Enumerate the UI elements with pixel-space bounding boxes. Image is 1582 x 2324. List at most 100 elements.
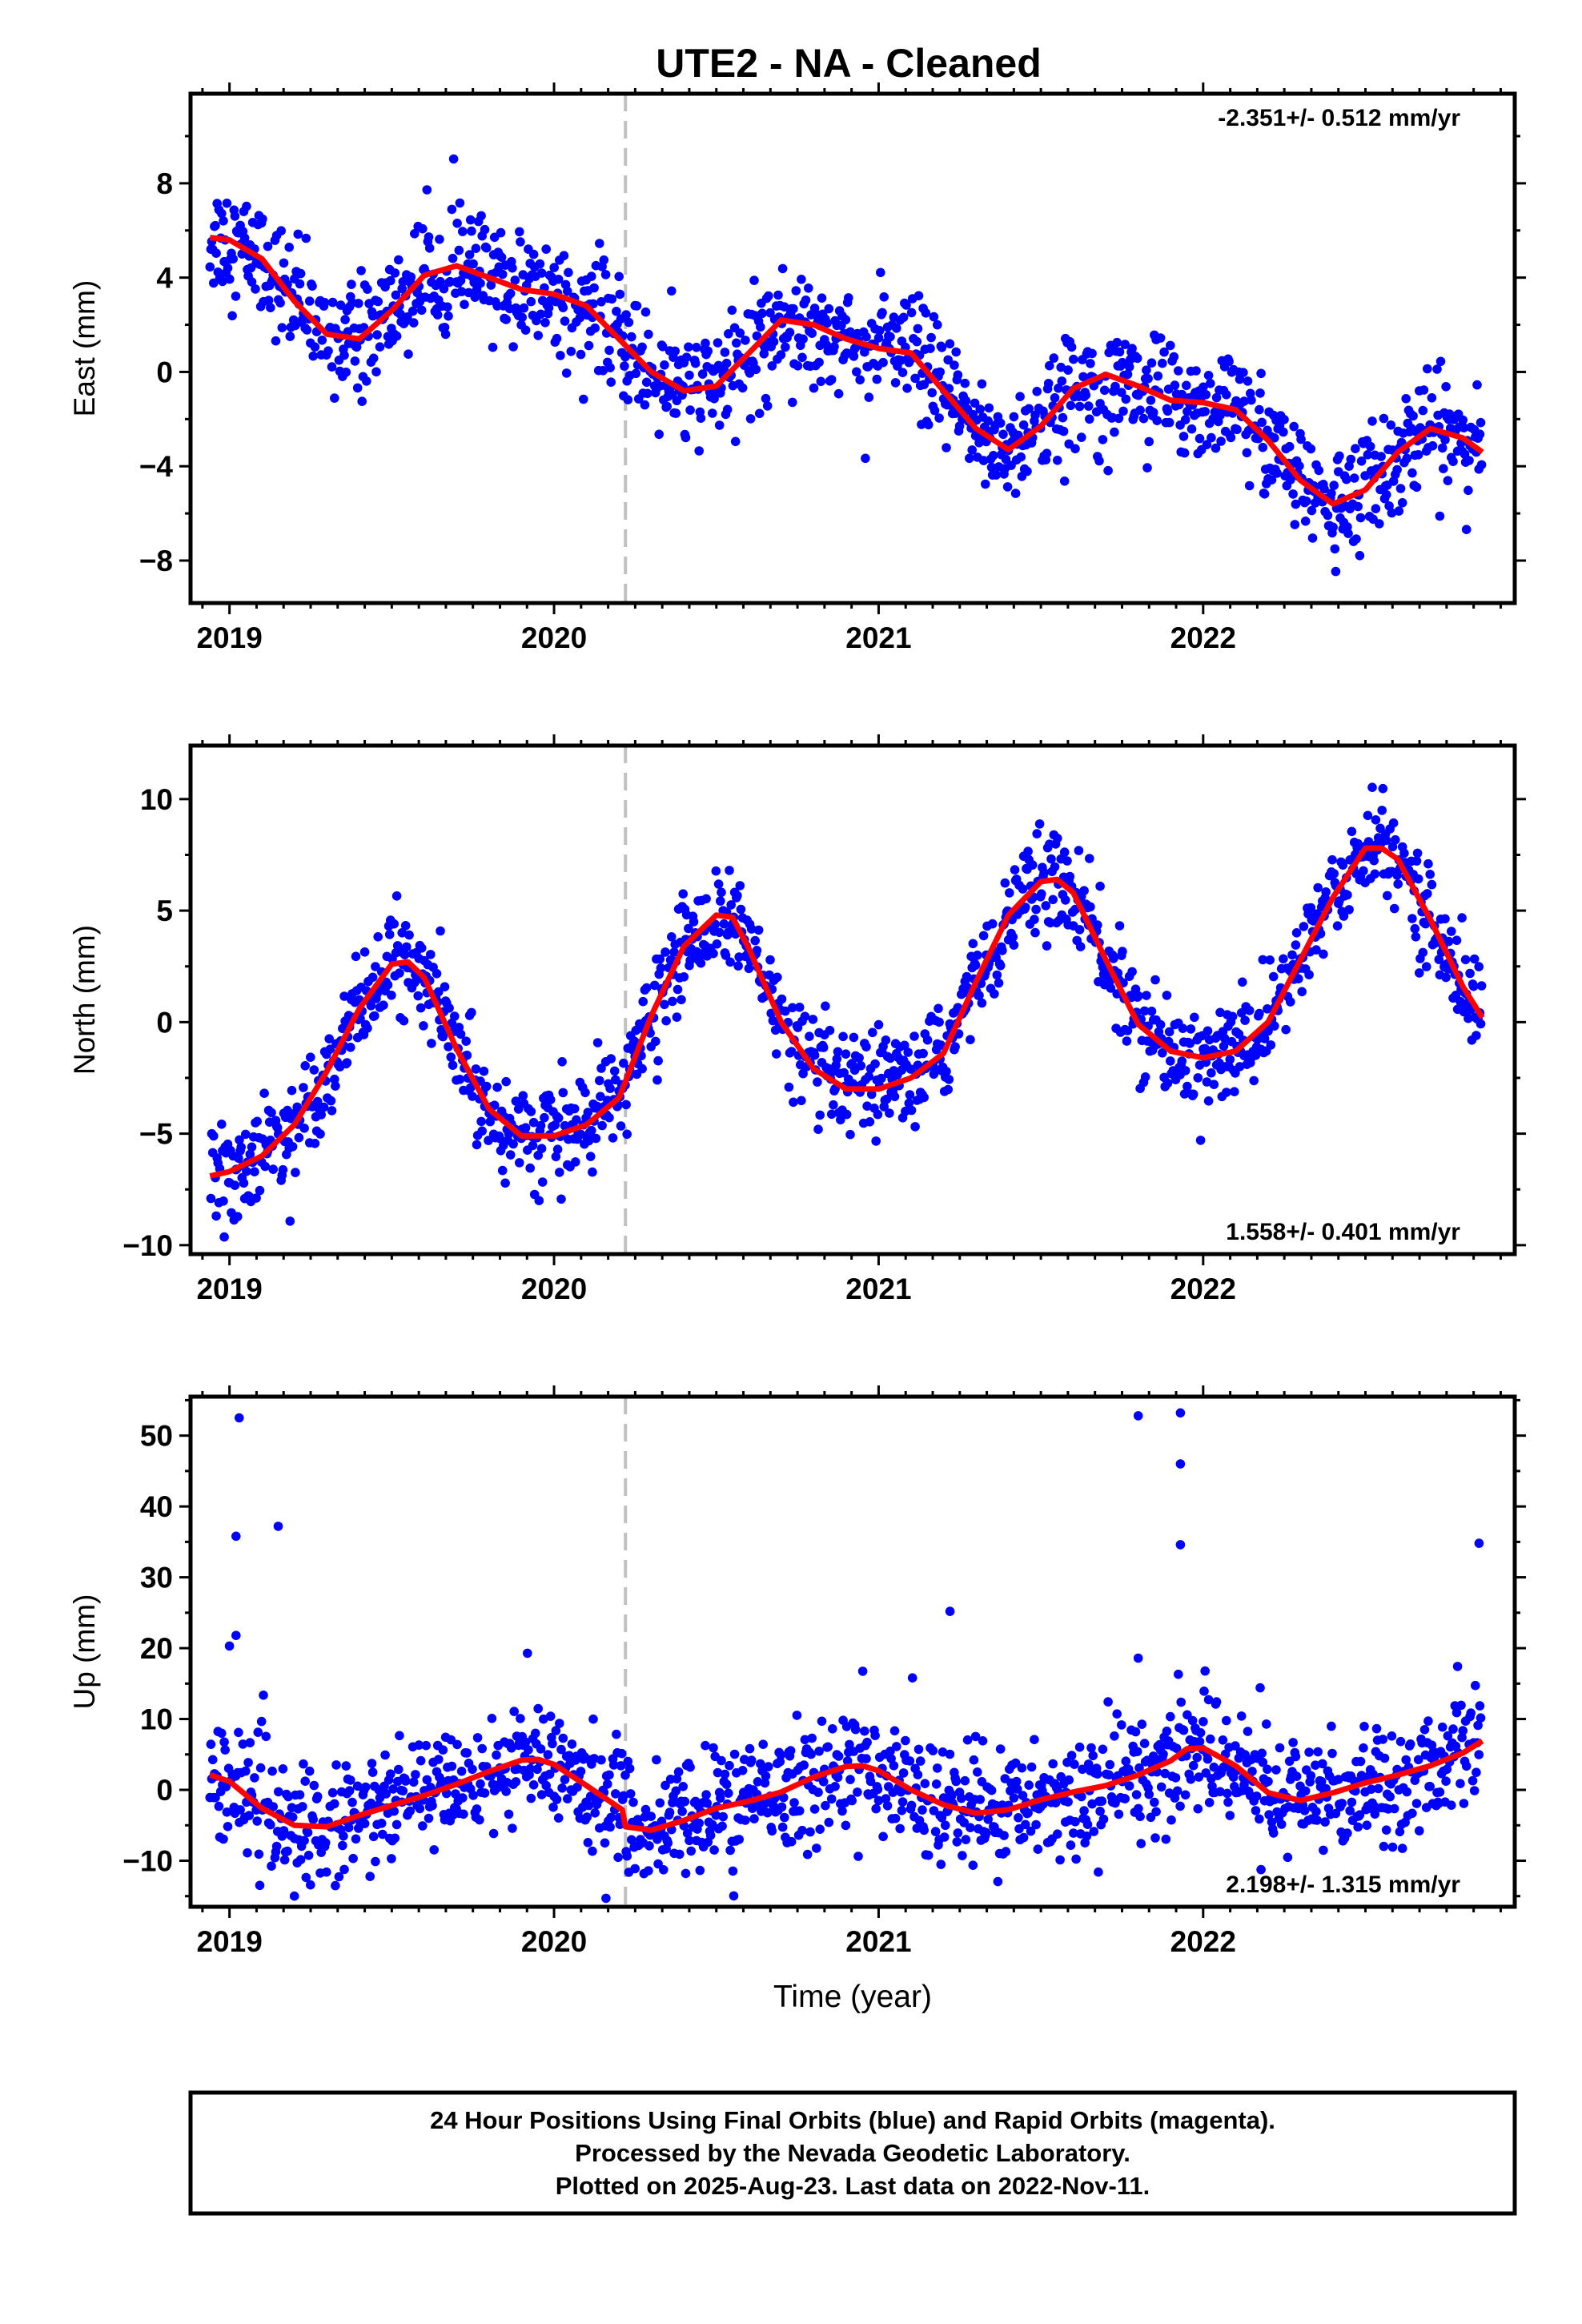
data-point	[854, 1053, 864, 1063]
data-point	[1419, 1725, 1430, 1735]
data-point	[551, 1726, 561, 1735]
data-point	[1284, 441, 1295, 452]
data-point	[1148, 1751, 1158, 1761]
data-point	[461, 1036, 471, 1046]
data-point	[1139, 1006, 1150, 1016]
data-point	[605, 363, 615, 372]
data-point	[797, 1096, 806, 1106]
data-point	[516, 237, 525, 247]
data-point	[1331, 566, 1341, 577]
data-point	[1018, 884, 1028, 894]
data-point	[465, 1083, 476, 1093]
data-point	[1425, 1782, 1435, 1791]
data-point	[765, 955, 775, 965]
data-point	[1270, 433, 1279, 443]
data-point	[904, 1098, 914, 1108]
data-point	[1287, 950, 1297, 960]
outlier-point	[224, 1641, 235, 1651]
data-point	[1434, 955, 1444, 964]
data-point	[730, 436, 741, 447]
x-tick-label: 2022	[1170, 1273, 1236, 1305]
data-point	[861, 332, 871, 342]
data-point	[589, 1754, 599, 1763]
data-point	[1307, 505, 1317, 516]
data-point	[1175, 1801, 1185, 1811]
data-point	[1304, 970, 1314, 979]
data-point	[1410, 923, 1420, 934]
data-point	[1203, 1754, 1213, 1764]
data-point	[878, 1831, 888, 1842]
data-point	[1023, 1808, 1033, 1818]
data-point	[511, 1777, 521, 1787]
data-point	[1247, 1767, 1257, 1776]
data-point	[507, 1743, 516, 1753]
data-point	[275, 298, 285, 308]
data-point	[1342, 474, 1351, 485]
data-point	[1330, 544, 1340, 554]
data-point	[1343, 529, 1353, 538]
x-axis-label: Time (year)	[773, 1980, 932, 2014]
data-point	[686, 1846, 696, 1856]
data-point	[1172, 1786, 1182, 1796]
data-point	[909, 1031, 919, 1041]
data-point	[1355, 551, 1365, 561]
data-point	[872, 374, 882, 384]
data-point	[299, 1835, 309, 1846]
data-point	[798, 334, 808, 344]
data-point	[444, 1042, 453, 1051]
data-point	[933, 320, 942, 330]
data-point	[1476, 981, 1487, 991]
data-point	[1332, 921, 1343, 931]
data-point	[1418, 405, 1428, 416]
data-point	[1388, 818, 1399, 828]
data-point	[501, 315, 511, 324]
data-point	[555, 1719, 564, 1728]
data-point	[1170, 1773, 1181, 1783]
data-point	[1150, 975, 1160, 985]
data-point	[448, 253, 458, 263]
data-point	[299, 1759, 308, 1769]
data-point	[247, 1142, 257, 1152]
data-point	[1146, 1007, 1157, 1016]
data-point	[1230, 1087, 1239, 1096]
data-point	[239, 1178, 249, 1188]
data-point	[1344, 905, 1354, 915]
data-point	[1085, 854, 1094, 863]
data-point	[1415, 1826, 1424, 1835]
data-point	[458, 227, 468, 236]
data-point	[572, 1782, 582, 1792]
data-point	[1312, 909, 1322, 919]
data-point	[926, 344, 935, 353]
data-point	[1256, 1864, 1266, 1875]
data-point	[1053, 834, 1062, 843]
data-point	[901, 300, 911, 310]
data-point	[451, 1789, 460, 1799]
data-point	[1291, 928, 1302, 938]
data-point	[1098, 1744, 1108, 1755]
data-point	[675, 1849, 685, 1860]
data-point	[1021, 1819, 1030, 1830]
data-point	[1337, 1799, 1347, 1808]
data-point	[1061, 895, 1070, 905]
data-point	[599, 255, 609, 265]
data-point	[508, 263, 517, 273]
data-point	[1327, 854, 1337, 865]
data-point	[1312, 1815, 1322, 1825]
data-point	[460, 300, 469, 310]
data-point	[725, 1760, 734, 1771]
data-point	[1389, 1803, 1399, 1814]
data-point	[728, 1866, 738, 1876]
data-point	[805, 1827, 815, 1837]
data-point	[351, 1834, 361, 1844]
data-point	[243, 1848, 252, 1858]
data-point	[735, 328, 745, 338]
y-tick-label: 0	[156, 356, 173, 388]
data-point	[1164, 417, 1174, 428]
outlier-point	[273, 1522, 283, 1531]
data-point	[943, 1084, 953, 1095]
data-point	[268, 1802, 279, 1811]
data-point	[931, 1779, 942, 1789]
data-point	[701, 894, 711, 904]
data-point	[1120, 1794, 1130, 1803]
